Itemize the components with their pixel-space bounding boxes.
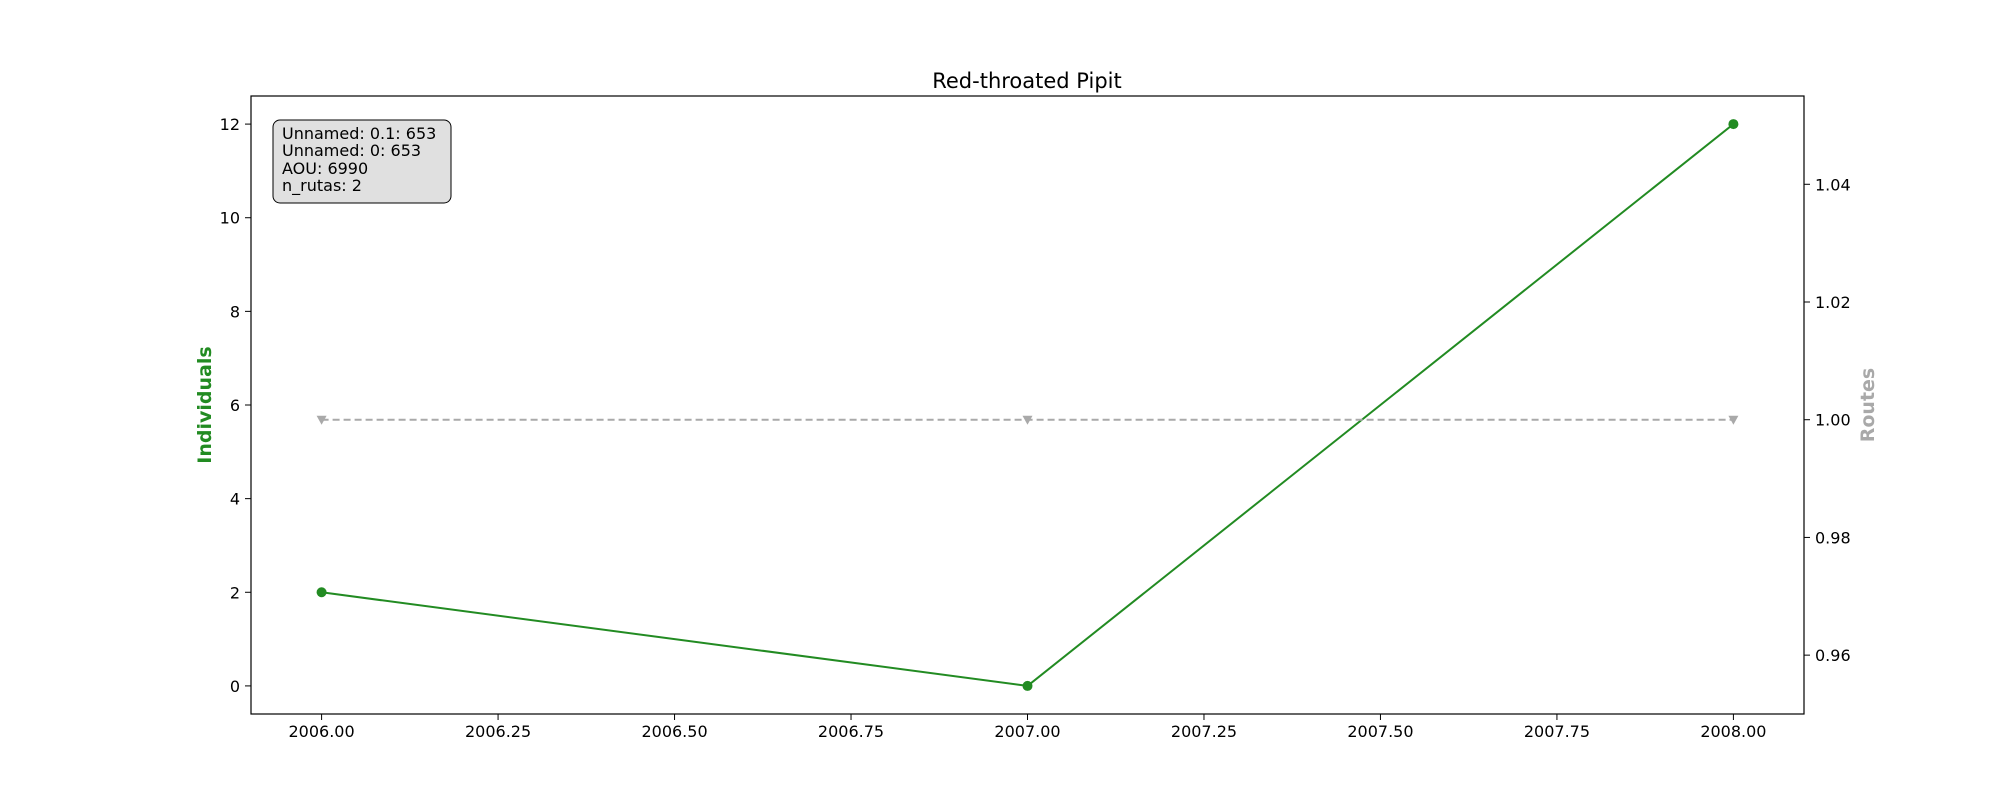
data-point-individuals	[1728, 119, 1739, 130]
right-y-tick-label: 1.02	[1815, 293, 1851, 312]
left-y-axis-label: Individuals	[194, 346, 216, 463]
x-tick-label: 2006.00	[289, 722, 355, 741]
chart-title: Red-throated Pipit	[932, 69, 1122, 93]
data-point-individuals	[316, 587, 327, 598]
info-line: AOU: 6990	[282, 159, 368, 178]
info-line: Unnamed: 0: 653	[282, 141, 421, 160]
left-y-tick-label: 2	[230, 583, 240, 602]
left-y-tick-label: 0	[230, 677, 240, 696]
x-tick-label: 2006.25	[465, 722, 531, 741]
left-y-tick-label: 6	[230, 396, 240, 415]
info-line: n_rutas: 2	[282, 176, 362, 196]
x-tick-label: 2007.00	[994, 722, 1060, 741]
info-box: Unnamed: 0.1: 653 Unnamed: 0: 653 AOU: 6…	[272, 119, 452, 204]
left-y-tick-label: 12	[220, 115, 240, 134]
x-axis: 2006.00 2006.25 2006.50 2006.75 2007.00 2007.…	[289, 714, 1766, 741]
left-y-tick-label: 10	[220, 209, 240, 228]
series-layer	[316, 119, 1739, 691]
x-tick-label: 2006.50	[641, 722, 707, 741]
x-tick-label: 2007.25	[1171, 722, 1237, 741]
right-y-tick-label: 0.96	[1815, 646, 1851, 665]
right-y-tick-label: 1.00	[1815, 411, 1851, 430]
data-point-routes	[1022, 415, 1033, 425]
left-y-axis: 0 2 4 6 8 10 12	[220, 115, 251, 696]
x-tick-label: 2007.75	[1524, 722, 1590, 741]
info-line: Unnamed: 0.1: 653	[282, 124, 436, 143]
right-y-tick-label: 0.98	[1815, 528, 1851, 547]
data-point-routes	[1728, 415, 1739, 425]
right-y-axis-label: Routes	[1857, 368, 1879, 443]
right-y-tick-label: 1.04	[1815, 175, 1851, 194]
left-y-tick-label: 8	[230, 302, 240, 321]
data-point-individuals	[1022, 680, 1033, 691]
x-tick-label: 2006.75	[818, 722, 884, 741]
info-box-background	[272, 119, 452, 204]
data-point-routes	[316, 415, 327, 425]
right-y-axis: 0.96 0.98 1.00 1.02 1.04	[1804, 175, 1851, 665]
x-tick-label: 2007.50	[1347, 722, 1413, 741]
left-y-tick-label: 4	[230, 490, 240, 509]
x-tick-label: 2008.00	[1700, 722, 1766, 741]
